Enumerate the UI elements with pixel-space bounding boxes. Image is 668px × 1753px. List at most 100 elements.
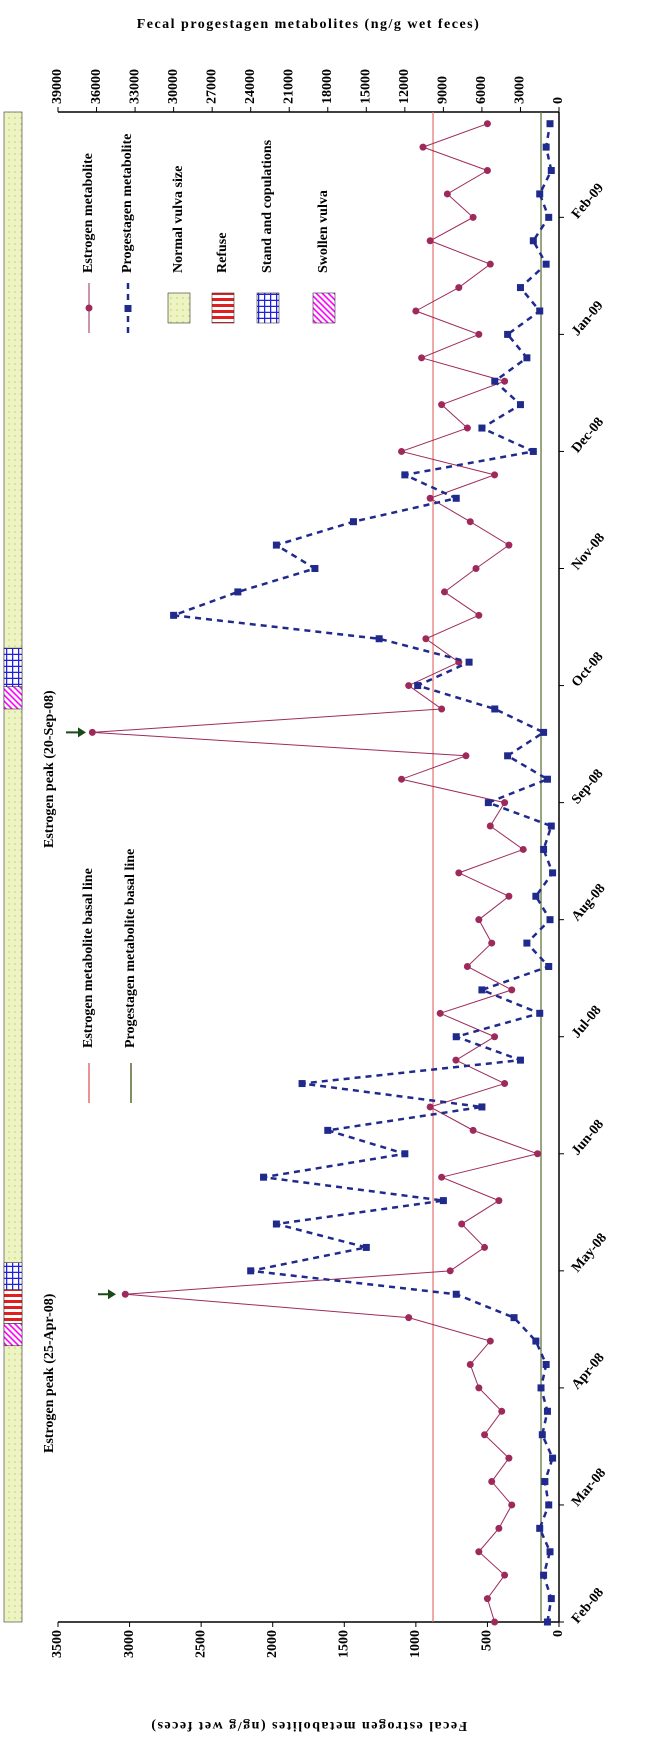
data-point xyxy=(422,635,429,642)
data-point xyxy=(427,1103,434,1110)
data-point xyxy=(487,261,494,268)
annotation-arrowhead xyxy=(78,727,86,737)
data-point xyxy=(540,729,547,736)
data-point xyxy=(549,1455,556,1462)
data-point xyxy=(440,1197,447,1204)
data-point xyxy=(543,144,550,151)
data-point xyxy=(541,1478,548,1485)
data-point xyxy=(549,869,556,876)
data-point xyxy=(532,893,539,900)
rotated-chart: 0500100015002000250030003500030006000900… xyxy=(4,17,610,1733)
x-tick-label: Dec-08 xyxy=(569,415,607,456)
data-point xyxy=(548,823,555,830)
x-tick-label: Mar-08 xyxy=(569,1466,609,1510)
y2-tick-label: 6000 xyxy=(474,76,489,104)
data-point xyxy=(504,752,511,759)
data-point xyxy=(405,682,412,689)
data-point xyxy=(488,1478,495,1485)
data-point xyxy=(170,612,177,619)
data-point xyxy=(491,1033,498,1040)
data-point xyxy=(530,448,537,455)
y2-tick-label: 18000 xyxy=(320,69,335,104)
y2-tick-label: 12000 xyxy=(397,69,412,104)
data-point xyxy=(501,1572,508,1579)
data-point xyxy=(453,1291,460,1298)
y-tick-label: 1500 xyxy=(337,1630,352,1658)
status-period xyxy=(4,112,22,1622)
data-point xyxy=(311,565,318,572)
y2-tick-label: 0 xyxy=(551,97,566,104)
data-point xyxy=(447,1267,454,1274)
data-point xyxy=(89,729,96,736)
data-point xyxy=(520,846,527,853)
data-point xyxy=(505,1455,512,1462)
legend-swatch xyxy=(313,293,335,323)
legend-label: Estrogen metabolite basal line xyxy=(81,868,96,1048)
data-point xyxy=(545,214,552,221)
x-tick-label: Feb-09 xyxy=(569,181,607,222)
data-point xyxy=(523,940,530,947)
data-point xyxy=(462,752,469,759)
data-point xyxy=(472,565,479,572)
y-tick-label: 3000 xyxy=(122,1630,137,1658)
y2-tick-label: 9000 xyxy=(436,76,451,104)
data-point xyxy=(495,1525,502,1532)
data-point xyxy=(536,1010,543,1017)
legend-label: Swollen vulva xyxy=(316,190,331,273)
data-point xyxy=(491,705,498,712)
status-period xyxy=(4,1324,22,1346)
data-point xyxy=(501,799,508,806)
legend-label: Normal vulva size xyxy=(171,166,186,273)
data-point xyxy=(453,495,460,502)
data-point xyxy=(478,1103,485,1110)
series-line xyxy=(92,124,537,1622)
data-point xyxy=(475,612,482,619)
page: {"chart_data": {"type": "line", "ylabel"… xyxy=(0,0,668,1753)
data-point xyxy=(498,1408,505,1415)
data-point xyxy=(547,120,554,127)
legend-label: Refuse xyxy=(215,233,230,273)
y-tick-label: 3500 xyxy=(50,1630,65,1658)
legend-label: Progestagen metabolite basal line xyxy=(123,849,138,1048)
annotation-arrowhead xyxy=(108,1289,116,1299)
data-point xyxy=(122,1291,129,1298)
data-point xyxy=(475,331,482,338)
y2-tick-label: 15000 xyxy=(359,69,374,104)
y-tick-label: 0 xyxy=(551,1630,566,1637)
data-point xyxy=(398,448,405,455)
y2-tick-label: 3000 xyxy=(513,76,528,104)
data-point xyxy=(401,471,408,478)
data-point xyxy=(441,588,448,595)
data-point xyxy=(508,1501,515,1508)
data-point xyxy=(452,1057,459,1064)
data-point xyxy=(495,1197,502,1204)
legend-marker xyxy=(125,305,132,312)
x-tick-label: Aug-08 xyxy=(569,881,608,924)
data-point xyxy=(438,401,445,408)
data-point xyxy=(414,682,421,689)
data-point xyxy=(530,237,537,244)
x-tick-label: Nov-08 xyxy=(569,531,608,573)
data-point xyxy=(412,307,419,314)
data-point xyxy=(478,425,485,432)
y2-tick-label: 24000 xyxy=(243,69,258,104)
data-point xyxy=(260,1174,267,1181)
data-point xyxy=(504,331,511,338)
legend-marker xyxy=(86,305,93,312)
data-point xyxy=(501,1080,508,1087)
status-period xyxy=(4,1290,22,1324)
data-point xyxy=(487,823,494,830)
data-point xyxy=(534,1150,541,1157)
legend-swatch xyxy=(257,293,279,323)
data-point xyxy=(547,1548,554,1555)
y-axis-title: Fecal estrogen metabolites (ng/g wet fec… xyxy=(150,1718,467,1733)
data-point xyxy=(470,1127,477,1134)
data-point xyxy=(467,518,474,525)
data-point xyxy=(475,916,482,923)
data-point xyxy=(427,237,434,244)
data-point xyxy=(547,916,554,923)
data-point xyxy=(464,425,471,432)
data-point xyxy=(544,1408,551,1415)
legend-label: Estrogen metabolite xyxy=(81,153,96,273)
legend-label: Stand and copulations xyxy=(260,139,275,273)
